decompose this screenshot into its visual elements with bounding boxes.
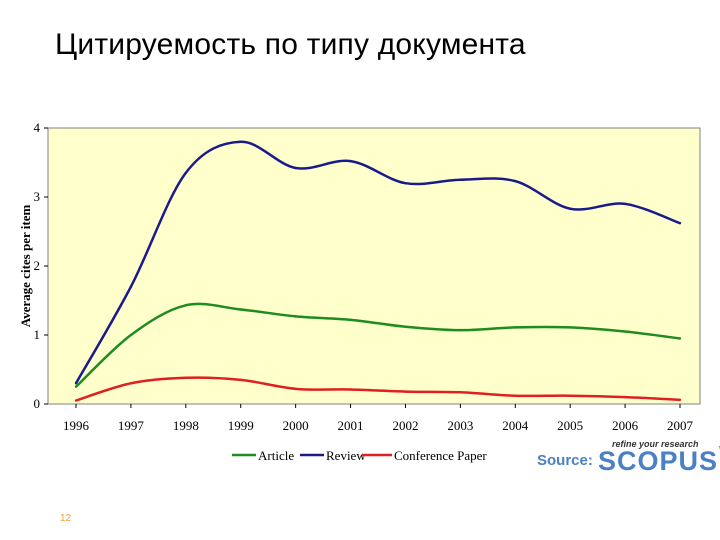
data-point (349, 318, 352, 322)
data-point (129, 333, 133, 337)
series-line-article (75, 302, 681, 388)
series-group (74, 140, 682, 402)
page-title: Цитируемость по типу документа (55, 28, 526, 61)
data-point (404, 390, 407, 393)
x-tick-label: 2003 (447, 418, 473, 433)
y-tick-label: 0 (34, 396, 41, 411)
legend-label: Conference Paper (394, 448, 487, 463)
data-point (678, 337, 682, 340)
x-tick-label: 2005 (557, 418, 583, 433)
data-point (623, 202, 627, 206)
x-tick-label: 1997 (118, 418, 145, 433)
data-point (459, 391, 462, 394)
y-tick-label: 1 (34, 327, 41, 342)
data-point (74, 385, 78, 388)
data-point (349, 159, 352, 163)
data-point (459, 178, 462, 181)
y-tick-label: 4 (34, 120, 41, 135)
data-point (514, 179, 517, 183)
data-point (404, 325, 407, 328)
x-tick-label: 1998 (173, 418, 199, 433)
data-point (239, 378, 242, 382)
data-point (459, 328, 462, 332)
data-point (678, 398, 682, 402)
source-label: Source: (537, 452, 593, 469)
data-point (568, 394, 572, 397)
data-point (568, 326, 572, 329)
data-point (514, 326, 517, 329)
x-tick-label: 2001 (338, 418, 364, 433)
data-point (678, 222, 682, 225)
data-point (568, 207, 572, 210)
scopus-logo-text: SCOPUS (598, 446, 719, 476)
x-tick-label: 2004 (502, 418, 529, 433)
data-point (294, 315, 297, 318)
data-point (623, 395, 627, 399)
series-line-conference-paper (75, 376, 681, 402)
x-tick-label: 2007 (667, 418, 694, 433)
scopus-tagline: refine your research (612, 439, 699, 449)
data-point (74, 399, 78, 402)
data-point (184, 171, 188, 175)
data-point (239, 308, 242, 311)
trademark-icon: ™ (718, 446, 720, 453)
data-point (184, 376, 188, 379)
data-point (129, 285, 133, 288)
legend-label: Article (258, 448, 294, 463)
x-axis: 1996 1997 1998 1999 2000 2001 2002 2003 2004 2005… (63, 404, 694, 433)
x-tick-label: 1999 (228, 418, 254, 433)
plot-area (47, 127, 701, 405)
data-point (184, 304, 188, 307)
scopus-logo: SCOPUS™ (598, 446, 720, 477)
data-point (129, 382, 133, 385)
x-tick-label: 1996 (63, 418, 90, 433)
legend: Article Review Conference Paper (232, 448, 487, 463)
data-point (623, 330, 627, 333)
data-point (294, 166, 297, 170)
x-tick-label: 2002 (392, 418, 418, 433)
data-point (404, 182, 407, 185)
y-tick-label: 3 (34, 189, 41, 204)
page-number: 12 (60, 513, 72, 524)
x-tick-label: 2006 (612, 418, 639, 433)
legend-label: Review (326, 448, 366, 463)
data-point (349, 388, 352, 391)
data-point (74, 382, 78, 385)
x-tick-label: 2000 (283, 418, 309, 433)
y-tick-label: 2 (34, 258, 41, 273)
y-axis-label: Average cites per item (18, 205, 33, 328)
data-point (514, 394, 517, 397)
y-axis: 0 1 2 3 4 (34, 120, 48, 411)
data-point (294, 387, 297, 391)
data-point (239, 140, 242, 143)
